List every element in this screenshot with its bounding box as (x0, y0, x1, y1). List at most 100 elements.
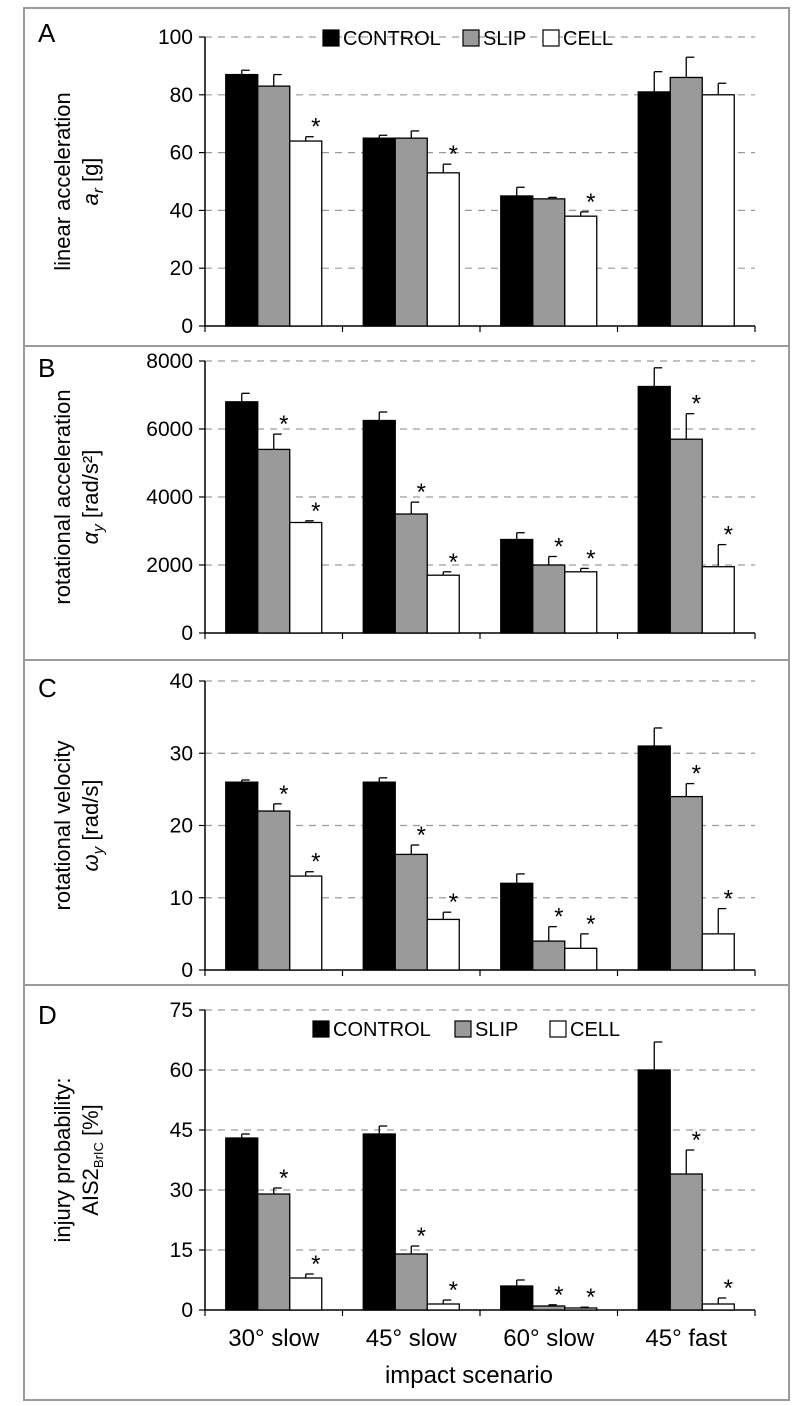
y-tick-label: 20 (170, 257, 193, 280)
bar-cell (564, 571, 598, 634)
significance-star: * (724, 1275, 733, 1302)
bar-cell (289, 521, 323, 634)
y-tick-label: 0 (181, 1299, 193, 1322)
bar-control (362, 1133, 396, 1311)
legend-label-cell: CELL (563, 28, 613, 50)
bar-slip (257, 1193, 291, 1311)
bar-cell (701, 1303, 735, 1311)
significance-star: * (417, 822, 426, 849)
panel-letter: A (38, 18, 56, 48)
bar-control (637, 745, 671, 971)
legend-label-slip: SLIP (483, 28, 526, 50)
y-tick-label: 8000 (146, 350, 193, 373)
bar-cell (426, 918, 460, 971)
bar-cell (564, 215, 598, 327)
significance-star: * (554, 1282, 563, 1309)
significance-star: * (449, 141, 458, 168)
bar-control (637, 91, 671, 327)
y-tick-label: 75 (170, 999, 193, 1022)
significance-star: * (449, 1277, 458, 1304)
y-tick-label: 60 (170, 1059, 193, 1082)
bar-slip (669, 438, 703, 634)
y-tick-label: 30 (170, 742, 193, 765)
bar-control (225, 401, 259, 634)
significance-star: * (311, 849, 320, 876)
x-axis-label: impact scenario (385, 1362, 553, 1389)
bar-slip (257, 85, 291, 327)
bar-control (225, 781, 259, 971)
legend-swatch-control (312, 1020, 330, 1038)
y-tick-label: 30 (170, 1179, 193, 1202)
bar-control (362, 137, 396, 327)
panel-frames (23, 7, 790, 1401)
bar-slip (394, 853, 428, 971)
significance-star: * (586, 189, 595, 216)
bar-cell (289, 875, 323, 971)
legend-label-slip: SLIP (475, 1019, 518, 1041)
bar-slip (669, 76, 703, 327)
significance-star: * (586, 545, 595, 572)
category-label: 45° slow (366, 1325, 458, 1352)
significance-star: * (311, 498, 320, 525)
y-tick-label: 4000 (146, 486, 193, 509)
bar-control (500, 1285, 534, 1311)
category-label: 45° fast (645, 1325, 727, 1352)
bar-slip (532, 564, 566, 634)
bar-slip (532, 940, 566, 971)
bar-slip (394, 1253, 428, 1311)
y-axis-label: rotational velocity ωy [rad/s] (50, 741, 107, 911)
significance-star: * (279, 781, 288, 808)
category-label: 60° slow (503, 1325, 595, 1352)
significance-star: * (554, 904, 563, 931)
panel-d: D 0 15 30 45 60 75 injury probability: AIS2BrIC … (38, 999, 756, 1322)
bar-cell (564, 947, 598, 971)
bar-slip (394, 513, 428, 634)
significance-star: * (586, 911, 595, 938)
significance-star: * (692, 391, 701, 418)
y-tick-label: 2000 (146, 554, 193, 577)
significance-star: * (417, 1223, 426, 1250)
y-tick-label: 40 (170, 199, 193, 222)
legend-swatch-cell (549, 1020, 567, 1038)
bar-cell (701, 94, 735, 327)
y-axis-label: linear acceleration ar [g] (50, 92, 107, 271)
bar-cell (426, 172, 460, 327)
bar-control (500, 195, 534, 327)
significance-star: * (279, 1165, 288, 1192)
significance-star: * (311, 114, 320, 141)
legend-label-control: CONTROL (343, 28, 441, 50)
category-labels: 30° slow 45° slow 60° slow 45° fast (228, 1325, 727, 1352)
bar-slip (532, 198, 566, 327)
legend-swatch-slip (462, 29, 480, 47)
significance-star: * (449, 889, 458, 916)
panel-letter: C (38, 673, 57, 703)
significance-star: * (554, 534, 563, 561)
bar-cell (426, 574, 460, 634)
bar-slip (394, 137, 428, 327)
panel-b: B 0 2000 4000 6000 8000 rotational acceleratio… (38, 350, 756, 645)
bar-control (637, 385, 671, 634)
y-tick-label: 0 (181, 622, 193, 645)
significance-star: * (586, 1284, 595, 1311)
significance-star: * (724, 522, 733, 549)
y-tick-label: 20 (170, 815, 193, 838)
bar-control (225, 1137, 259, 1311)
significance-star: * (417, 479, 426, 506)
y-tick-label: 45 (170, 1119, 193, 1142)
y-tick-label: 60 (170, 142, 193, 165)
significance-star: * (724, 886, 733, 913)
bar-control (362, 781, 396, 971)
significance-star: * (311, 1251, 320, 1278)
outer-frame (23, 7, 790, 1401)
bar-control (500, 882, 534, 971)
bar-cell (289, 140, 323, 327)
bar-cell (426, 1303, 460, 1311)
bar-control (637, 1069, 671, 1311)
bar-control (362, 419, 396, 634)
bar-slip (669, 1173, 703, 1311)
significance-star: * (692, 1127, 701, 1154)
y-tick-label: 15 (170, 1239, 193, 1262)
y-tick-label: 0 (181, 315, 193, 338)
legend-swatch-slip (454, 1020, 472, 1038)
